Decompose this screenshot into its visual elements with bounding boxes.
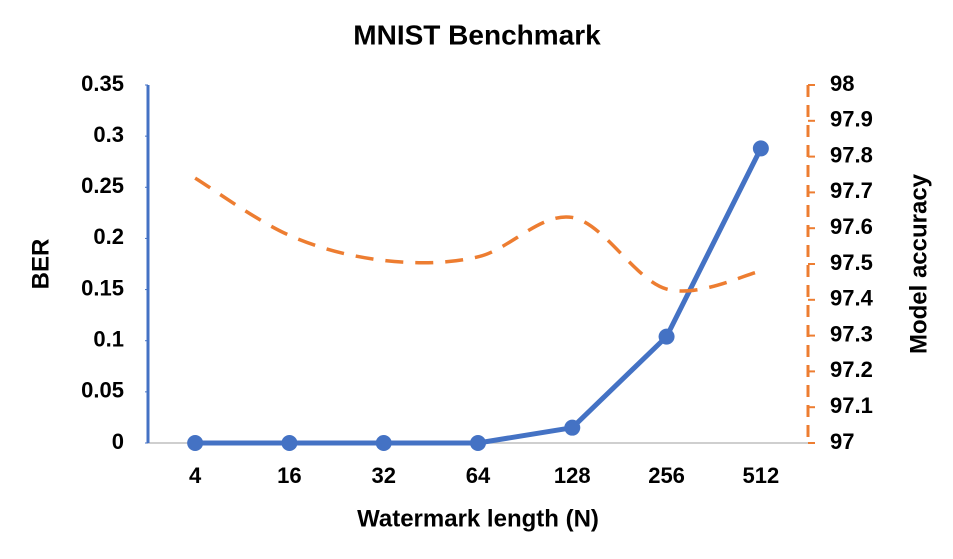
x-tick-label: 512 xyxy=(742,463,779,488)
marker xyxy=(658,328,675,345)
y-tick-label: 0.15 xyxy=(81,275,124,300)
y-tick-label: 0.1 xyxy=(93,327,124,352)
y2-tick-label: 97.7 xyxy=(830,178,873,203)
y2-tick-label: 97.3 xyxy=(830,321,873,346)
y2-tick-label: 97.9 xyxy=(830,107,873,132)
marker xyxy=(281,435,298,451)
y-tick-label: 0.3 xyxy=(93,122,124,147)
y-tick-label: 0.25 xyxy=(81,173,124,198)
y2-tick-label: 97.2 xyxy=(830,357,873,382)
y2-axis-title: Model accuracy xyxy=(905,173,932,354)
x-tick-label: 16 xyxy=(277,463,301,488)
chart-title: MNIST Benchmark xyxy=(353,19,601,50)
series-line xyxy=(194,176,762,293)
marker xyxy=(470,435,486,451)
y2-tick-label: 97.6 xyxy=(830,214,873,239)
x-tick-label: 4 xyxy=(189,463,202,488)
y2-tick-label: 97 xyxy=(830,429,854,454)
marker xyxy=(187,435,204,451)
series-line xyxy=(195,147,764,446)
y-tick-label: 0.35 xyxy=(81,71,124,96)
y2-tick-label: 97.1 xyxy=(830,393,873,418)
x-tick-label: 256 xyxy=(648,463,685,488)
x-tick-label: 64 xyxy=(466,463,491,488)
marker xyxy=(564,419,581,436)
y2-tick-label: 97.8 xyxy=(830,142,873,167)
y-tick-label: 0.2 xyxy=(93,224,124,249)
x-tick-label: 128 xyxy=(554,463,591,488)
y2-tick-label: 97.4 xyxy=(830,286,874,311)
y2-tick-label: 97.5 xyxy=(830,250,873,275)
y-axis-title: BER xyxy=(27,239,54,290)
y-tick-label: 0 xyxy=(112,429,124,454)
x-axis-title: Watermark length (N) xyxy=(357,505,599,532)
marker xyxy=(752,140,769,157)
marker xyxy=(375,435,392,451)
y-tick-label: 0.05 xyxy=(81,378,124,403)
y2-tick-label: 98 xyxy=(830,71,854,96)
x-tick-label: 32 xyxy=(371,463,395,488)
